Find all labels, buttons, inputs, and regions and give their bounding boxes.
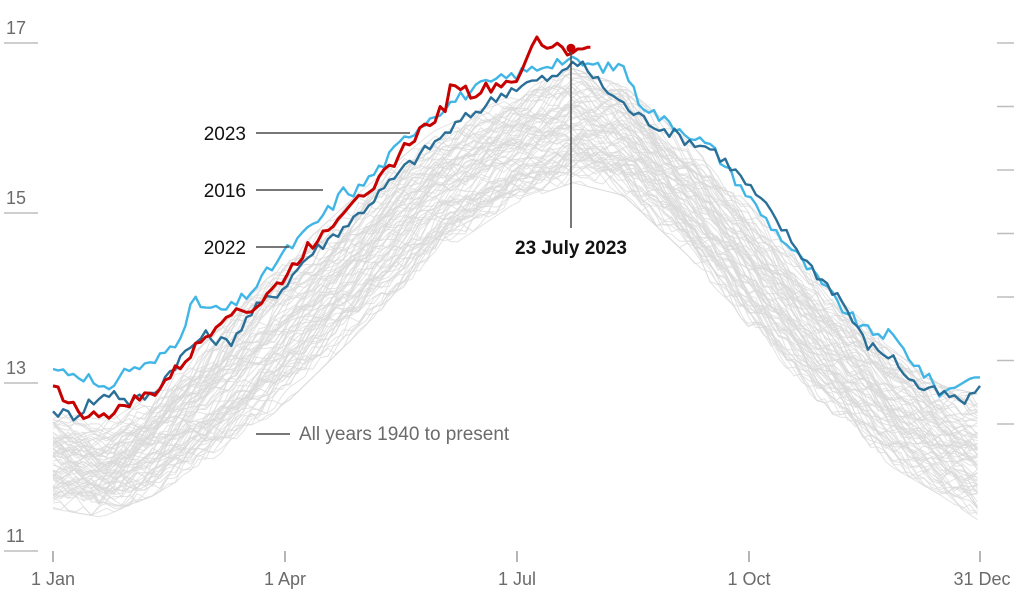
record-day-marker: [566, 43, 576, 53]
background-year-line: [52, 146, 978, 489]
background-year-line: [52, 83, 978, 434]
background-year-line: [52, 167, 978, 495]
annotation-layer: 2023 2016 2022 23 July 2023 All years 19…: [204, 52, 627, 445]
background-years-layer: [52, 67, 978, 521]
x-tick-label-apr: 1 Apr: [264, 569, 306, 589]
background-year-line: [52, 105, 978, 468]
background-year-line: [52, 85, 978, 461]
x-tick-label-dec: 31 Dec: [953, 569, 1010, 589]
background-year-line: [52, 161, 978, 496]
background-year-line: [52, 72, 978, 444]
annotation-label-all-years: All years 1940 to present: [299, 424, 510, 445]
background-year-line: [52, 136, 978, 506]
background-year-line: [52, 86, 978, 433]
background-year-line: [52, 86, 978, 434]
annotation-label-2016: 2016: [204, 181, 246, 202]
highlight-series-layer: [52, 35, 981, 422]
series-line-2022: [52, 60, 981, 422]
background-year-line: [52, 100, 978, 482]
background-year-line: [52, 77, 978, 471]
background-year-line: [52, 95, 978, 474]
annotation-label-date: 23 July 2023: [515, 238, 627, 259]
background-year-line: [52, 146, 978, 484]
x-tick-label-oct: 1 Oct: [727, 569, 770, 589]
background-year-line: [52, 135, 978, 501]
y-tick-label-13: 13: [6, 358, 26, 378]
x-tick-label-jul: 1 Jul: [498, 569, 536, 589]
y-tick-label-17: 17: [6, 18, 26, 38]
annotation-label-2022: 2022: [204, 238, 246, 259]
background-year-line: [52, 132, 978, 495]
y-tick-label-11: 11: [6, 526, 25, 546]
annotation-label-2023: 2023: [204, 124, 246, 145]
background-year-line: [52, 82, 978, 429]
x-tick-label-jan: 1 Jan: [31, 569, 75, 589]
background-year-line: [52, 130, 978, 468]
background-year-line: [52, 96, 978, 457]
series-line-2023: [52, 35, 591, 420]
right-tick-layer: [997, 42, 1014, 425]
y-tick-label-15: 15: [6, 188, 26, 208]
background-year-line: [52, 156, 978, 508]
axes-layer: 17 15 13 11 1 Jan 1 Apr 1 Jul 1 Oct 31 D…: [4, 18, 1011, 589]
background-year-line: [52, 82, 978, 421]
